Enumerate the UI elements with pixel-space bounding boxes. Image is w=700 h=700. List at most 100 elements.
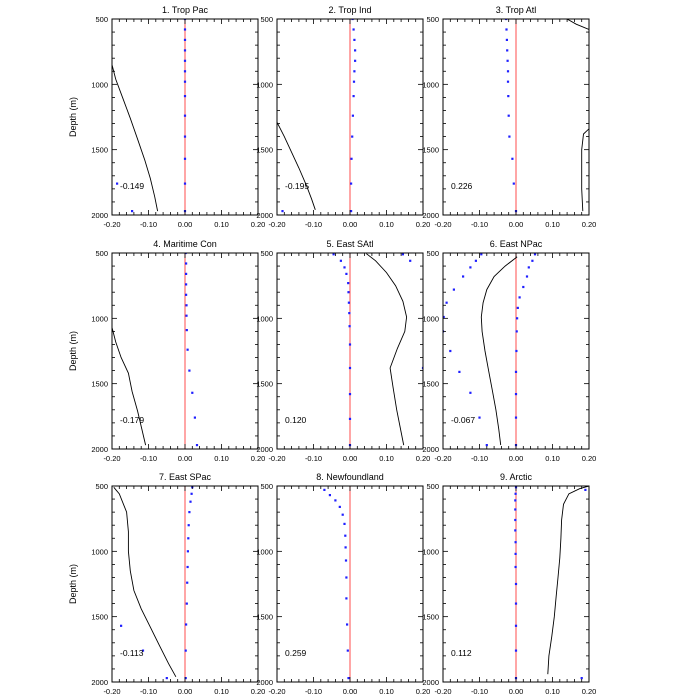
data-point	[186, 581, 189, 584]
x-tick-label: -0.10	[140, 454, 157, 463]
data-point	[347, 301, 350, 304]
plot-area	[514, 486, 589, 680]
data-point	[193, 416, 196, 419]
profile-curve-1	[566, 19, 589, 30]
data-point	[514, 518, 517, 522]
x-tick-label: 0.10	[545, 687, 560, 696]
data-point	[351, 114, 354, 117]
x-tick-label: 0.00	[343, 454, 358, 463]
data-point	[185, 623, 188, 626]
x-tick-label: 0.00	[509, 687, 524, 696]
x-tick-label: -0.10	[471, 454, 488, 463]
y-tick-label: 1500	[422, 380, 439, 389]
data-point	[514, 602, 518, 605]
y-tick-label: 500	[426, 249, 439, 258]
x-tick-label: 0.20	[251, 687, 266, 696]
x-tick-label: -0.20	[103, 687, 120, 696]
data-point	[120, 624, 123, 627]
data-point	[474, 259, 477, 262]
data-point	[344, 559, 348, 562]
data-point	[346, 649, 349, 652]
data-point	[505, 28, 508, 31]
x-tick-label: 0.00	[178, 687, 193, 696]
data-point	[348, 325, 351, 328]
data-point	[185, 283, 188, 286]
data-point	[184, 649, 187, 652]
data-point	[186, 550, 189, 553]
panel-value-label: 0.120	[285, 415, 307, 425]
data-point	[351, 19, 354, 21]
panel-4: 4. Maritime Con -0.20 -0.10 0.00 0.10 0.20 500…	[68, 239, 265, 463]
y-tick-label: 1000	[91, 80, 108, 89]
data-point	[353, 70, 356, 73]
data-point	[332, 253, 335, 256]
y-tick-label: 2000	[91, 445, 108, 454]
y-tick-label: 500	[95, 249, 108, 258]
data-point	[505, 38, 508, 41]
data-point	[187, 524, 190, 527]
data-point	[352, 95, 355, 98]
data-point	[350, 157, 353, 160]
data-point	[343, 266, 346, 269]
data-point	[344, 534, 347, 537]
data-point	[527, 266, 530, 269]
x-tick-label: 0.10	[214, 687, 229, 696]
data-point	[183, 114, 187, 117]
panel-2: 2. Trop Ind -0.20 -0.10 0.00 0.10 0.20 500 1000…	[256, 5, 430, 229]
panel-value-label: -0.195	[285, 181, 309, 191]
data-point	[185, 272, 188, 275]
profile-curve-1	[113, 487, 177, 678]
data-point	[353, 38, 356, 41]
y-tick-label: 1500	[91, 613, 108, 622]
x-tick-label: 0.10	[545, 454, 560, 463]
data-point	[516, 306, 519, 309]
data-point	[469, 391, 472, 394]
panel-1: 1. Trop Pac -0.20 -0.10 0.00 0.10 0.20 500 1000…	[68, 5, 265, 229]
data-point	[354, 59, 357, 62]
y-tick-label: 2000	[256, 678, 273, 687]
data-point	[515, 330, 518, 333]
data-point	[452, 288, 455, 291]
data-point	[348, 312, 351, 315]
data-point	[183, 135, 187, 138]
y-tick-label: 2000	[256, 211, 273, 220]
data-point	[186, 565, 189, 569]
data-point	[185, 314, 188, 317]
data-point	[508, 135, 511, 138]
data-point	[421, 366, 423, 370]
x-tick-label: 0.20	[251, 220, 266, 229]
plot-area	[323, 488, 350, 680]
panel-value-label: 0.226	[451, 181, 473, 191]
y-tick-label: 500	[260, 482, 273, 491]
x-tick-label: -0.10	[305, 687, 322, 696]
x-tick-label: 0.00	[343, 220, 358, 229]
x-tick-label: -0.20	[103, 454, 120, 463]
x-tick-label: 0.10	[379, 454, 394, 463]
y-tick-label: 1000	[256, 547, 273, 556]
data-point	[514, 565, 517, 569]
y-tick-label: 1000	[256, 80, 273, 89]
data-point	[511, 157, 514, 160]
profile-curve-1	[112, 64, 159, 212]
data-point	[449, 349, 452, 353]
data-point	[514, 416, 518, 419]
data-point	[443, 315, 445, 319]
x-tick-label: 0.00	[509, 454, 524, 463]
data-point	[506, 80, 510, 83]
panel-value-label: -0.067	[451, 415, 475, 425]
data-point	[478, 416, 481, 419]
data-point	[514, 529, 517, 532]
data-point	[187, 537, 190, 540]
data-point	[351, 135, 354, 138]
data-point	[514, 624, 518, 627]
y-tick-label: 1500	[422, 613, 439, 622]
data-point	[409, 259, 412, 262]
y-axis-title: Depth (m)	[68, 331, 78, 371]
data-point	[189, 500, 192, 503]
data-point	[141, 649, 145, 652]
data-point	[506, 49, 509, 52]
y-tick-label: 2000	[256, 445, 273, 454]
data-point	[183, 95, 187, 98]
data-point	[346, 623, 349, 626]
y-axis-title: Depth (m)	[68, 97, 78, 137]
